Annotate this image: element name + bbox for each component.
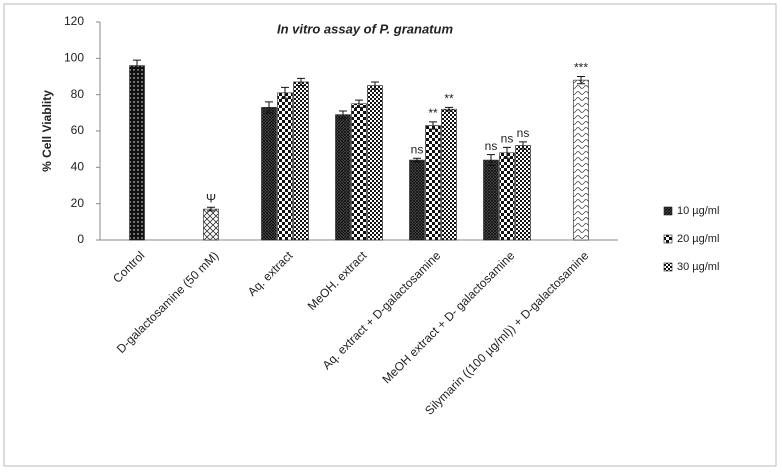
legend-label: 10 µg/ml xyxy=(677,205,719,217)
error-bar xyxy=(371,81,379,90)
y-tick-label: 80 xyxy=(71,87,85,101)
chart-title: In vitro assay of P. granatum xyxy=(277,21,453,36)
error-bar xyxy=(487,154,495,167)
error-bar xyxy=(281,86,289,99)
legend-label: 20 µg/ml xyxy=(677,233,719,245)
significance-label: Ψ xyxy=(206,191,216,205)
bar xyxy=(367,85,383,241)
bar xyxy=(483,159,499,241)
x-tick-label: Control xyxy=(110,248,147,285)
bar xyxy=(261,107,277,241)
bar xyxy=(515,145,531,241)
bar xyxy=(351,103,367,241)
error-bar xyxy=(577,76,585,85)
bar xyxy=(573,79,589,241)
significance-label: ** xyxy=(444,92,454,106)
bar xyxy=(425,125,441,241)
error-bar xyxy=(355,99,363,108)
x-tick-label: Aq. extract xyxy=(245,248,296,299)
significance-label: ns xyxy=(517,126,530,140)
error-bar xyxy=(265,101,273,114)
error-bar xyxy=(297,77,305,87)
significance-label: ** xyxy=(428,106,438,120)
error-bar xyxy=(519,141,527,150)
y-tick-label: 100 xyxy=(64,51,84,65)
x-tick-label: Silymarin ((100 µg/ml)) + D-galactosamin… xyxy=(422,248,591,417)
bar xyxy=(277,92,293,241)
bar xyxy=(335,114,351,241)
error-bar xyxy=(445,106,453,112)
error-bar xyxy=(207,206,215,212)
bar xyxy=(441,108,457,241)
y-tick-label: 20 xyxy=(71,196,85,210)
x-tick-label: MeOH extract + D- galactosamine xyxy=(379,248,517,386)
x-tick-label: MeOH. extract xyxy=(305,248,370,313)
y-tick-label: 40 xyxy=(71,160,85,174)
legend-swatch xyxy=(663,206,673,216)
bar xyxy=(203,208,219,241)
significance-label: *** xyxy=(574,61,588,75)
bar xyxy=(499,152,515,241)
significance-label: ns xyxy=(411,142,424,156)
error-bar xyxy=(413,157,421,163)
bar xyxy=(293,81,309,241)
error-bar xyxy=(503,146,511,159)
error-bar xyxy=(133,59,141,72)
y-axis-label: % Cell Viablity xyxy=(40,90,54,172)
x-tick-label: Aq. extract + D-galactosamine xyxy=(320,248,444,372)
significance-label: ns xyxy=(501,132,514,146)
significance-label: ns xyxy=(485,139,498,153)
y-tick-label: 0 xyxy=(77,232,84,246)
legend-swatch xyxy=(663,262,673,272)
y-tick-label: 60 xyxy=(71,123,85,137)
error-bar xyxy=(339,110,347,119)
legend-label: 30 µg/ml xyxy=(677,261,719,273)
bar xyxy=(409,159,425,241)
error-bar xyxy=(429,121,437,130)
bar xyxy=(129,65,145,241)
legend-swatch xyxy=(663,234,673,244)
frame xyxy=(3,3,777,467)
y-tick-label: 120 xyxy=(64,14,84,28)
